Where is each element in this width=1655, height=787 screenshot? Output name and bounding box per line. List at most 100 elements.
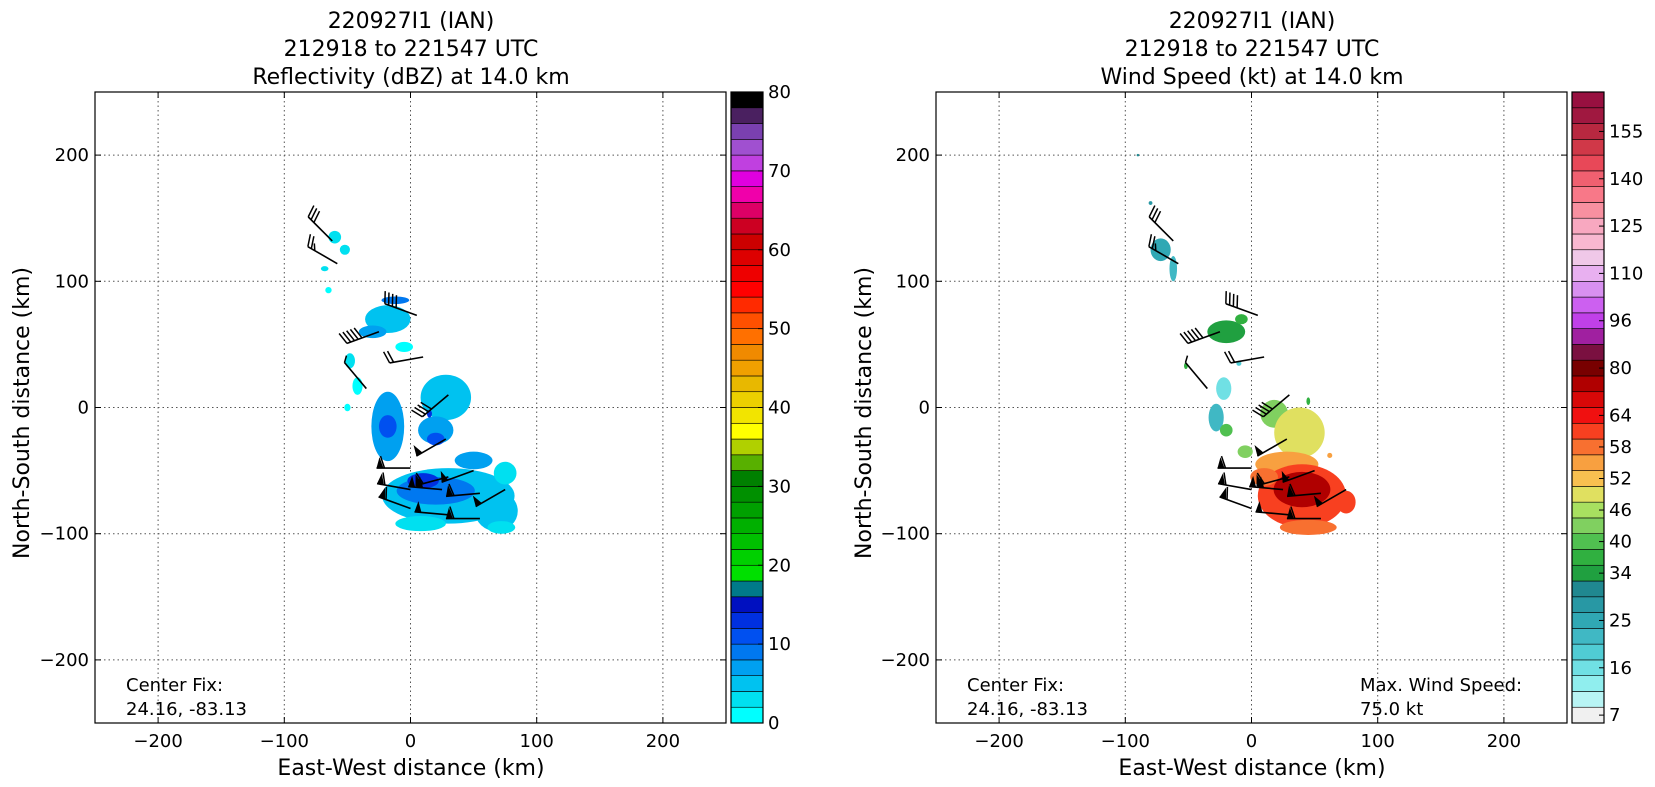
chart-title-line2: 212918 to 221547 UTC — [1125, 37, 1380, 62]
barb-pennant — [1219, 487, 1227, 500]
y-axis-label: North-South distance (km) — [10, 267, 35, 559]
wind-speed-panel: 220927I1 (IAN) 212918 to 221547 UTC Wind… — [852, 9, 1643, 781]
colorbar-swatch — [730, 154, 764, 172]
barb-feather — [1154, 210, 1162, 223]
colorbar-swatch — [1571, 549, 1605, 566]
chart-title-line2: 212918 to 221547 UTC — [284, 37, 539, 62]
colorbar-tick-label: 155 — [1609, 121, 1643, 142]
wind-barb — [472, 488, 506, 508]
barb-shaft — [421, 394, 449, 418]
x-axis-label: East-West distance (km) — [277, 756, 544, 781]
colorbar-swatch — [730, 612, 764, 629]
x-tick-label: 200 — [1487, 731, 1521, 752]
colorbar-swatch — [1571, 628, 1605, 645]
chart-title-line1: 220927I1 (IAN) — [1169, 9, 1336, 34]
y-tick-label: 100 — [896, 271, 930, 292]
colorbar-swatch — [730, 706, 764, 724]
wind-barb — [440, 469, 474, 483]
barb-pennant — [408, 475, 416, 488]
data-cell — [339, 244, 350, 255]
colorbar-swatch — [730, 628, 764, 645]
barb-shaft — [1148, 216, 1174, 242]
barb-feather — [382, 472, 386, 486]
data-cell — [1327, 452, 1333, 458]
data-cell — [418, 416, 454, 445]
barb-pennant — [440, 470, 449, 483]
wind-barb — [1148, 234, 1179, 265]
colorbar-swatch — [1571, 344, 1605, 361]
barb-pennant — [1254, 445, 1264, 457]
barb-shaft — [1316, 488, 1347, 508]
y-tick-label: −200 — [881, 650, 930, 671]
wind-barb — [1254, 438, 1288, 457]
barb-pennant — [445, 507, 453, 519]
data-cell — [358, 325, 387, 339]
wind-barb — [1179, 327, 1221, 345]
x-tick-label: −100 — [260, 731, 309, 752]
colorbar-swatch — [730, 691, 764, 708]
colorbar-swatch — [1571, 139, 1605, 156]
colorbar-tick-label: 50 — [768, 319, 791, 340]
colorbar-tick-label: 64 — [1609, 405, 1632, 426]
colorbar-tick-label: 25 — [1609, 610, 1632, 631]
barb-feather — [1226, 486, 1229, 500]
colorbar-swatch — [1571, 328, 1605, 345]
wind-speed-plot-area: −200 −100 0 100 200 −200 −100 0 100 200 — [881, 91, 1568, 752]
barb-feather — [338, 333, 348, 344]
colorbar-swatch — [730, 296, 764, 314]
colorbar-swatch — [1571, 233, 1605, 251]
wind-barb — [1252, 394, 1290, 418]
data-cell — [1306, 397, 1311, 405]
barb-feather — [448, 483, 455, 496]
max-wind-value: 75.0 kt — [1360, 699, 1423, 720]
barb-shaft — [441, 469, 474, 483]
barb-feather — [395, 295, 398, 308]
center-fix-label: Center Fix: — [967, 675, 1064, 696]
reflectivity-plot-area: −200 −100 0 100 200 −200 −100 0 100 200 — [40, 91, 727, 752]
barb-pennant — [1287, 485, 1295, 497]
colorbar-tick-label: 80 — [768, 82, 791, 103]
wind-barb — [1286, 483, 1321, 498]
x-tick-label: −200 — [133, 731, 182, 752]
colorbar-swatch — [730, 312, 764, 329]
barb-feather — [387, 292, 390, 306]
data-cell — [487, 521, 516, 534]
barb-pennant — [1218, 473, 1225, 485]
reflectivity-panel: 220927I1 (IAN) 212918 to 221547 UTC Refl… — [10, 9, 791, 781]
data-cell — [493, 461, 517, 485]
wind-barb — [445, 483, 480, 498]
data-cell — [344, 403, 351, 412]
colorbar-swatch — [1571, 596, 1605, 613]
barb-shaft — [307, 245, 338, 265]
colorbar-swatch — [730, 328, 764, 345]
colorbar-swatch — [1571, 249, 1605, 266]
colorbar-swatch — [730, 517, 764, 534]
data-cell — [1219, 423, 1233, 437]
data-cell — [1279, 519, 1337, 535]
wind-barb — [1225, 291, 1259, 317]
colorbar-swatch — [730, 549, 764, 566]
barb-shaft — [1282, 469, 1315, 483]
barb-shaft — [376, 482, 411, 491]
colorbar-frame — [1571, 91, 1605, 724]
wind-barb — [408, 475, 443, 491]
colorbar-tick-label: 110 — [1609, 263, 1643, 284]
x-axis-label: East-West distance (km) — [1118, 756, 1385, 781]
barb-shaft — [1148, 245, 1179, 265]
barb-feather — [1148, 234, 1153, 247]
colorbar-tick-label: 0 — [768, 713, 779, 734]
colorbar-tick-label: 40 — [768, 398, 791, 419]
barb-shaft — [1187, 331, 1221, 345]
barb-feather — [1258, 404, 1270, 413]
colorbar-tick-label: 10 — [768, 634, 791, 655]
x-tick-label: 0 — [405, 731, 416, 752]
barb-pennant — [413, 445, 423, 457]
barb-feather — [307, 205, 315, 218]
barb-shaft — [445, 492, 480, 498]
colorbar-swatch — [730, 265, 764, 282]
barb-feather — [1252, 409, 1264, 418]
y-tick-label: 100 — [55, 271, 89, 292]
colorbar-swatch — [730, 533, 764, 550]
colorbar-swatch — [730, 659, 764, 676]
